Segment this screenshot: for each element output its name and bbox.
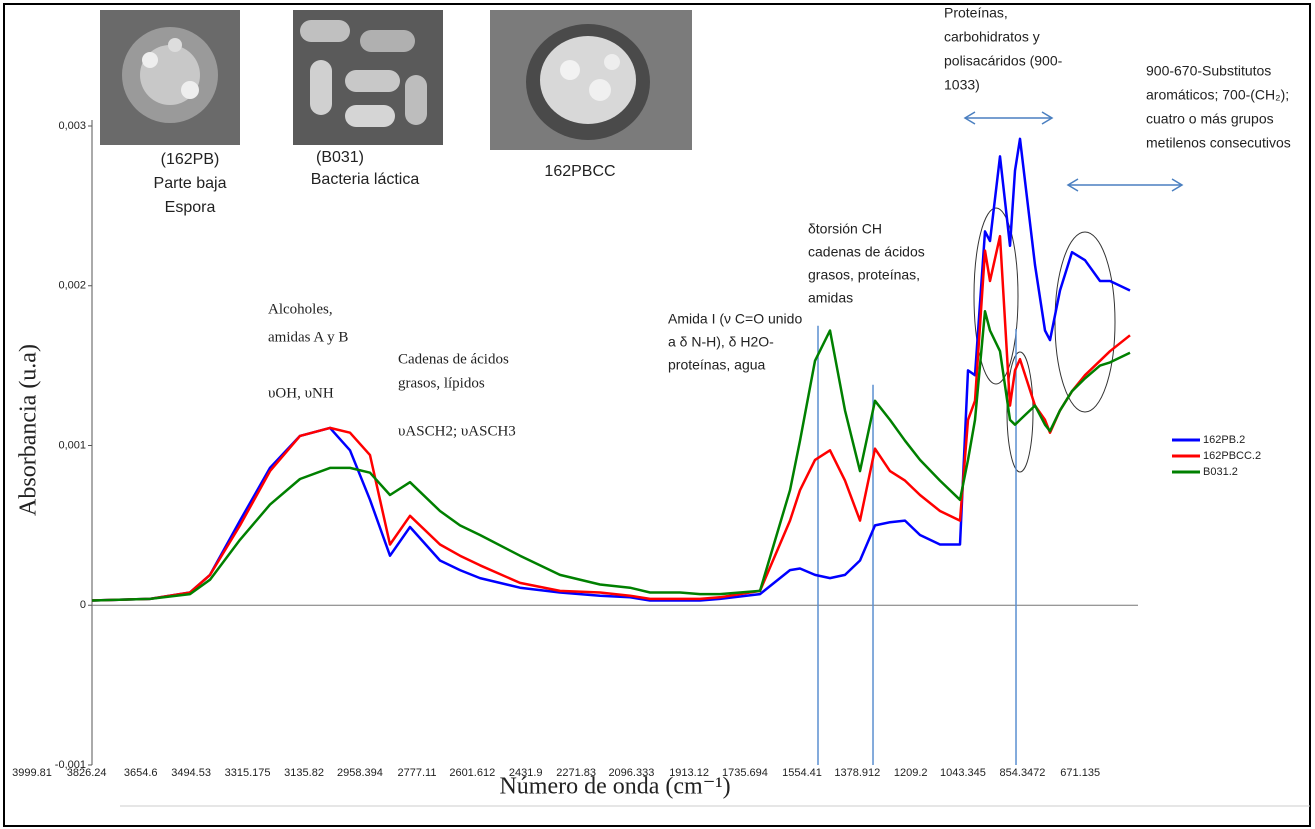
range-arrow bbox=[963, 111, 1054, 125]
annotation: υOH, υNH bbox=[268, 385, 334, 401]
annotation: cadenas de ácidos bbox=[808, 244, 925, 260]
legend-label: 162PB.2 bbox=[1203, 434, 1245, 446]
series-line bbox=[91, 137, 1131, 602]
highlight-ellipse bbox=[1006, 351, 1034, 473]
x-tick-label: 3135.82 bbox=[284, 767, 324, 779]
sem-image bbox=[490, 10, 692, 150]
annotation: δtorsión CH bbox=[808, 221, 882, 237]
y-tick-label: -0,001 bbox=[55, 759, 86, 771]
annotation: a δ N-H), δ H2O- bbox=[668, 334, 774, 350]
annotation: Amida I (ν C=O unido bbox=[668, 311, 802, 327]
x-tick-label: 2431.9 bbox=[509, 767, 543, 779]
image-caption: 162PBCC bbox=[544, 163, 615, 180]
x-tick-label: 3999.81 bbox=[12, 767, 52, 779]
x-tick-label: 1913.12 bbox=[669, 767, 709, 779]
x-tick-label: 854.3472 bbox=[1000, 767, 1046, 779]
y-tick-label: 0 bbox=[80, 599, 86, 611]
highlight-ellipse bbox=[1054, 231, 1116, 413]
annotation: grasos, proteínas, bbox=[808, 267, 920, 283]
x-tick-label: 2958.394 bbox=[337, 767, 383, 779]
x-tick-label: 2096.333 bbox=[608, 767, 654, 779]
annotation: proteínas, agua bbox=[668, 357, 766, 373]
x-tick-label: 1554.41 bbox=[782, 767, 822, 779]
annotation: grasos, lípidos bbox=[398, 375, 485, 391]
image-caption: (162PB) bbox=[161, 151, 220, 168]
x-axis-label: Número de onda (cm⁻¹) bbox=[499, 774, 730, 800]
x-tick-label: 2271.83 bbox=[556, 767, 596, 779]
sem-image bbox=[293, 10, 443, 145]
annotation: metilenos consecutivos bbox=[1146, 135, 1291, 151]
y-tick-label: 0,001 bbox=[58, 439, 86, 451]
x-tick-label: 2601.612 bbox=[449, 767, 495, 779]
x-tick-label: 1209.2 bbox=[894, 767, 928, 779]
image-caption: Espora bbox=[165, 199, 216, 216]
annotation: υASCH2; υASCH3 bbox=[398, 423, 516, 439]
y-tick-label: 0,003 bbox=[58, 120, 86, 132]
annotation: polisacáridos (900- bbox=[944, 53, 1063, 69]
frame bbox=[3, 3, 1311, 827]
image-caption: Bacteria láctica bbox=[311, 171, 420, 188]
y-tick-label: 0,002 bbox=[58, 280, 86, 292]
annotation: 900-670-Substitutos bbox=[1146, 63, 1271, 79]
annotation: amidas bbox=[808, 290, 853, 306]
annotation: aromáticos; 700-(CH₂); bbox=[1146, 87, 1289, 103]
x-tick-label: 1043.345 bbox=[940, 767, 986, 779]
x-tick-label: 1735.694 bbox=[722, 767, 768, 779]
series-line bbox=[91, 310, 1131, 602]
x-tick-label: 3494.53 bbox=[171, 767, 211, 779]
x-tick-label: 2777.11 bbox=[398, 767, 437, 779]
image-caption: Parte baja bbox=[154, 175, 227, 192]
sem-image bbox=[100, 10, 240, 145]
x-tick-label: 3315.175 bbox=[225, 767, 271, 779]
highlight-ellipse bbox=[973, 207, 1019, 385]
x-tick-label: 1378.912 bbox=[834, 767, 880, 779]
x-tick-label: 3654.6 bbox=[124, 767, 158, 779]
annotation: Proteínas, bbox=[944, 5, 1008, 21]
series-line bbox=[91, 234, 1131, 602]
annotation: cuatro o más grupos bbox=[1146, 111, 1274, 127]
x-tick-label: 3826.24 bbox=[67, 767, 107, 779]
legend-label: 162PBCC.2 bbox=[1203, 450, 1261, 462]
image-caption: (B031) bbox=[316, 149, 364, 166]
annotation: Alcoholes, bbox=[268, 301, 333, 317]
annotation: amidas A y B bbox=[268, 329, 348, 345]
legend-label: B031.2 bbox=[1203, 466, 1238, 478]
y-axis-label: Absorbancia (u.a) bbox=[16, 344, 42, 516]
annotation: carbohidratos y bbox=[944, 29, 1040, 45]
annotation: 1033) bbox=[944, 77, 980, 93]
x-tick-label: 671.135 bbox=[1060, 767, 1100, 779]
annotation: Cadenas de ácidos bbox=[398, 351, 509, 367]
range-arrow bbox=[1066, 178, 1184, 192]
